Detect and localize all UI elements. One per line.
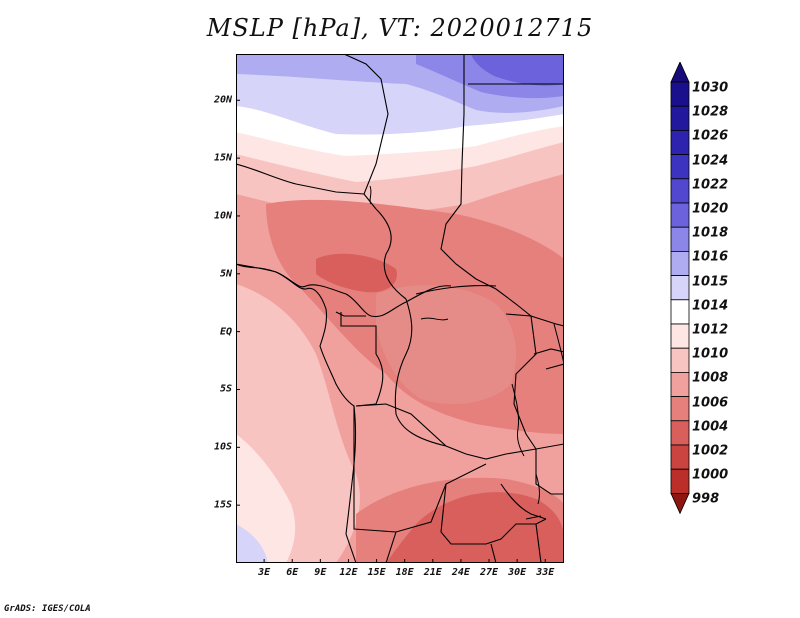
pressure-map: 20N 15N 10N 5N EQ 5S 10S 15S 3E 6E 9E 12E 15E 18E 21E 2… (214, 54, 564, 578)
colorbar-label-1000: 1000 (692, 467, 729, 483)
colorbar-label-1020: 1020 (692, 201, 729, 217)
lon-label-27e: 27E (479, 567, 499, 578)
lat-label-15n: 15N (213, 152, 232, 164)
colorbar-segment (670, 299, 690, 325)
colorbar-label-1012: 1012 (692, 322, 729, 338)
colorbar-segment (670, 347, 690, 373)
coastline (236, 263, 357, 535)
lat-label-20n: 20N (213, 94, 232, 106)
lat-label-10n: 10N (213, 210, 232, 222)
field-band-1006-basin (376, 285, 516, 404)
colorbar-label-1015: 1015 (692, 274, 729, 290)
lon-label-33e: 33E (536, 567, 555, 578)
lon-label-6e: 6E (286, 567, 299, 578)
lakes (369, 185, 564, 520)
colorbar-label-1026: 1026 (692, 128, 729, 144)
colorbar-label-1016: 1016 (692, 249, 729, 265)
colorbar-label-1022: 1022 (692, 177, 729, 193)
colorbar (670, 62, 690, 515)
country-borders (236, 54, 564, 563)
colorbar-label-1010: 1010 (692, 346, 729, 362)
colorbar-label-1028: 1028 (692, 104, 729, 120)
lon-label-9e: 9E (314, 567, 327, 578)
lake-malawi (535, 473, 540, 505)
lat-label-5s: 5S (219, 383, 232, 395)
lon-label-12e: 12E (339, 567, 358, 578)
colorbar-top-arrow (670, 62, 690, 83)
colorbar-label-1024: 1024 (692, 153, 729, 169)
lon-label-21e: 21E (423, 567, 442, 578)
pressure-map-canvas (236, 54, 564, 563)
colorbar-segment (670, 130, 690, 156)
lon-label-18e: 18E (395, 567, 414, 578)
colorbar-segment (670, 81, 690, 107)
river-congo-stub (420, 317, 449, 321)
lon-label-24e: 24E (451, 567, 470, 578)
lon-label-15e: 15E (367, 567, 386, 578)
lat-label-5n: 5N (219, 268, 232, 280)
colorbar-segment (670, 396, 690, 422)
colorbar-label-1014: 1014 (692, 298, 729, 314)
colorbar-segment (670, 202, 690, 228)
grads-credit: GrADS: IGES/COLA (4, 604, 91, 614)
colorbar-segment (670, 105, 690, 131)
colorbar-segment (670, 250, 690, 276)
lon-label-30e: 30E (508, 567, 527, 578)
colorbar-label-1030: 1030 (692, 80, 729, 96)
lat-label-15s: 15S (213, 499, 232, 511)
lat-label-10s: 10S (213, 441, 232, 453)
colorbar-label-1002: 1002 (692, 443, 729, 459)
colorbar-segment (670, 323, 690, 349)
colorbar-segment (670, 275, 690, 301)
colorbar-segment (670, 468, 690, 494)
colorbar-segment (670, 444, 690, 470)
map-title: MSLP [hPa], VT: 2020012715 (206, 14, 594, 42)
lake-chad (369, 185, 372, 205)
lake-tanganyika (511, 383, 525, 457)
field-band-1004-south (386, 492, 564, 563)
colorbar-label-1006: 1006 (692, 395, 729, 411)
field-band-1016-southwest (236, 524, 268, 563)
colorbar-segment (670, 371, 690, 397)
colorbar-label-998: 998 (692, 491, 720, 507)
map-border (236, 54, 564, 563)
lake-kariba (525, 515, 542, 520)
field-band-1022-north (471, 54, 564, 86)
colorbar-label-1004: 1004 (692, 419, 729, 435)
field-band-1014-southwest (236, 434, 296, 563)
field-band-1004-north-low (316, 253, 397, 293)
colorbar-segment (670, 178, 690, 204)
lat-label-eq: EQ (219, 326, 232, 338)
colorbar-segment (670, 154, 690, 180)
colorbar-label-1018: 1018 (692, 225, 729, 241)
lon-label-3e: 3E (258, 567, 271, 578)
colorbar-segment (670, 226, 690, 252)
colorbar-segment (670, 420, 690, 446)
colorbar-bottom-arrow (670, 492, 690, 515)
colorbar-label-1008: 1008 (692, 370, 729, 386)
